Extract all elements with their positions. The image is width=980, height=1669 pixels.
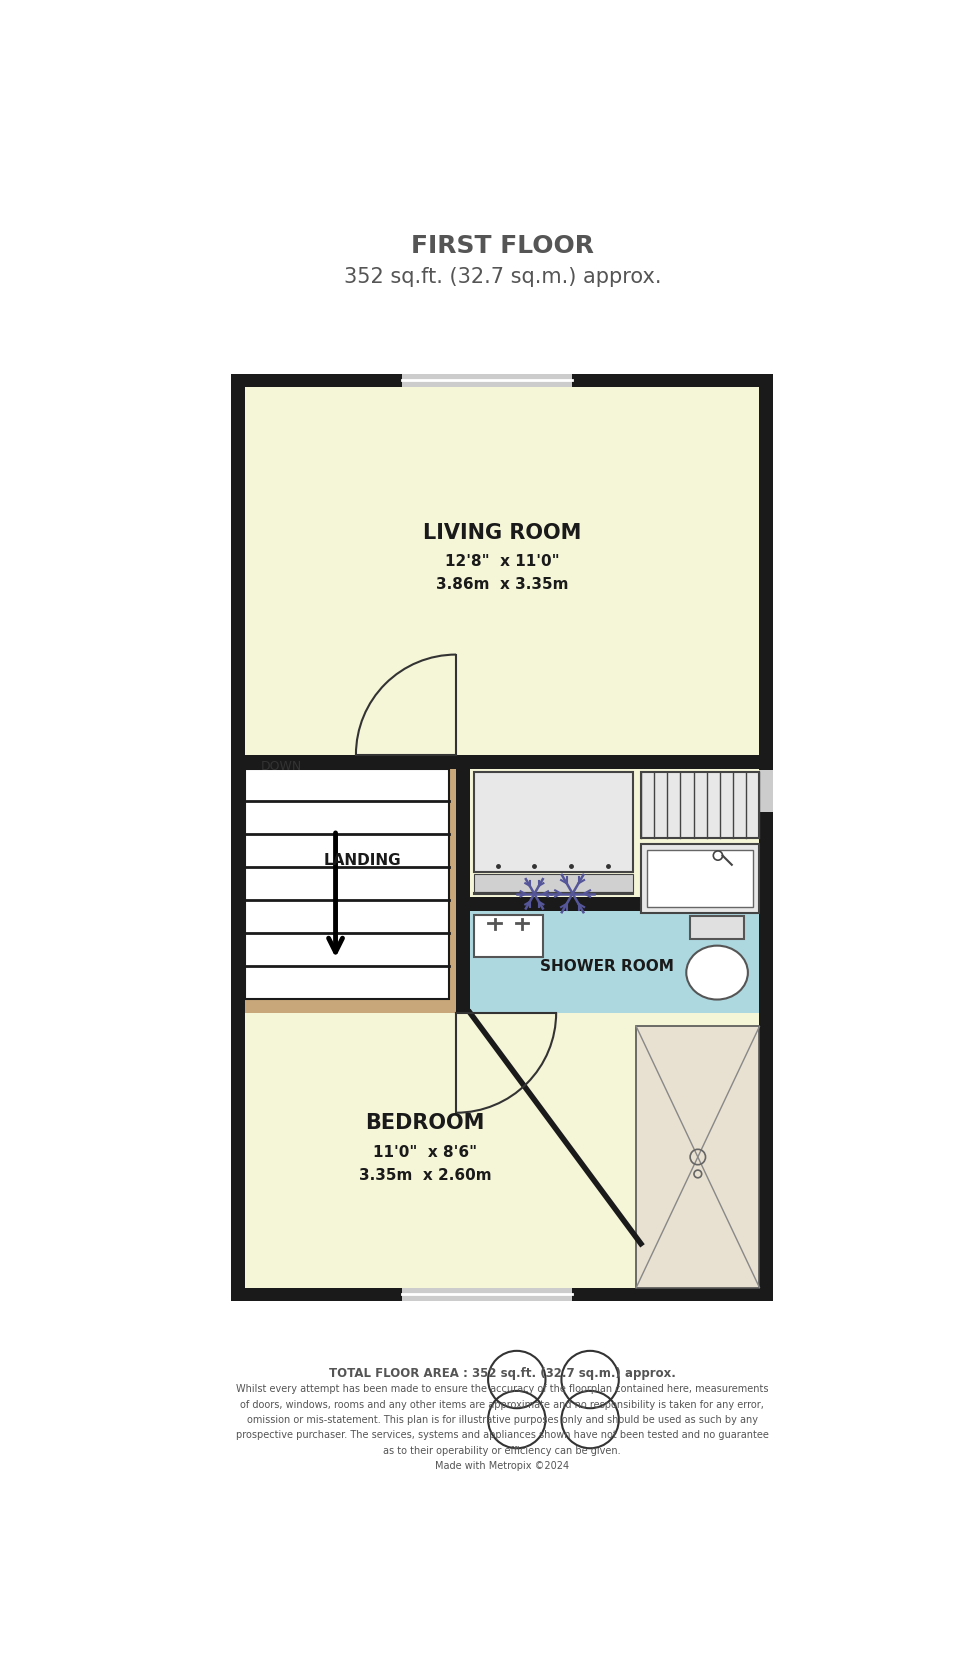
Bar: [456, 768, 470, 1013]
Text: Made with Metropix ©2024: Made with Metropix ©2024: [435, 1460, 569, 1470]
Text: as to their operability or efficiency can be given.: as to their operability or efficiency ca…: [383, 1445, 621, 1455]
Text: SHOWER ROOM: SHOWER ROOM: [540, 960, 674, 975]
Bar: [473, 915, 543, 958]
Bar: [463, 754, 760, 898]
Bar: [402, 374, 571, 387]
Bar: [473, 875, 633, 891]
Bar: [636, 1026, 760, 1287]
Bar: [231, 374, 773, 1302]
Text: 11'0"  x 8'6": 11'0" x 8'6": [373, 1145, 477, 1160]
Bar: [245, 754, 456, 768]
Bar: [245, 768, 449, 998]
Bar: [245, 754, 456, 1013]
Text: TOTAL FLOOR AREA : 352 sq.ft. (32.7 sq.m.) approx.: TOTAL FLOOR AREA : 352 sq.ft. (32.7 sq.m…: [329, 1367, 675, 1380]
Bar: [402, 1287, 571, 1302]
Bar: [641, 845, 760, 913]
Bar: [456, 754, 760, 768]
Text: 352 sq.ft. (32.7 sq.m.) approx.: 352 sq.ft. (32.7 sq.m.) approx.: [344, 267, 661, 287]
Text: LIVING ROOM: LIVING ROOM: [423, 522, 581, 542]
Text: DOWN: DOWN: [261, 759, 302, 773]
Bar: [647, 850, 754, 908]
Ellipse shape: [686, 946, 748, 1000]
Bar: [245, 1013, 760, 1287]
Bar: [245, 387, 760, 754]
Text: Whilst every attempt has been made to ensure the accuracy of the floorplan conta: Whilst every attempt has been made to en…: [236, 1384, 768, 1394]
Text: 12'8"  x 11'0": 12'8" x 11'0": [445, 554, 560, 569]
Text: prospective purchaser. The services, systems and appliances shown have not been : prospective purchaser. The services, sys…: [236, 1430, 768, 1440]
Bar: [690, 916, 744, 940]
Text: FIRST FLOOR: FIRST FLOOR: [411, 234, 594, 259]
Bar: [463, 898, 760, 1013]
Text: LANDING: LANDING: [323, 853, 401, 868]
Text: of doors, windows, rooms and any other items are approximate and no responsibili: of doors, windows, rooms and any other i…: [240, 1400, 764, 1410]
Bar: [473, 773, 633, 873]
Text: omission or mis-statement. This plan is for illustrative purposes only and shoul: omission or mis-statement. This plan is …: [247, 1415, 758, 1425]
Bar: [641, 773, 760, 838]
Bar: [470, 898, 760, 911]
Bar: [245, 768, 449, 998]
Bar: [463, 754, 760, 1013]
Text: 3.86m  x 3.35m: 3.86m x 3.35m: [436, 577, 568, 592]
Bar: [760, 769, 773, 813]
Text: BEDROOM: BEDROOM: [366, 1113, 485, 1133]
Text: 3.35m  x 2.60m: 3.35m x 2.60m: [359, 1168, 491, 1183]
